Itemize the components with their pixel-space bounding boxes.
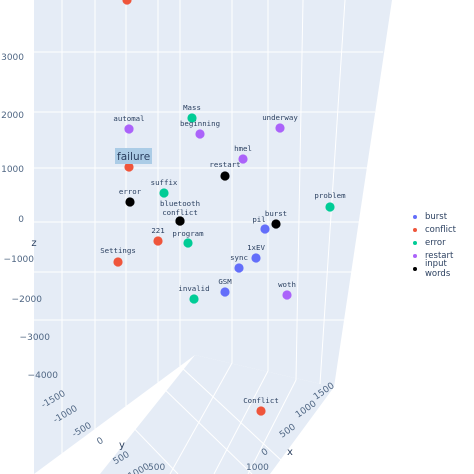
y-axis-title: y <box>119 440 125 451</box>
legend-label: restart <box>425 250 454 261</box>
right-wall <box>195 0 392 387</box>
point-label: Conflict <box>243 396 279 405</box>
legend-item-burst[interactable]: burst <box>410 210 474 223</box>
legend-label: conflict <box>425 224 456 235</box>
point-label: Settings <box>100 246 136 255</box>
data-point-error[interactable] <box>159 188 169 198</box>
legend-marker-icon <box>413 214 417 219</box>
point-label: 221 <box>151 226 164 235</box>
data-point-error[interactable] <box>183 238 193 248</box>
z-axis-title: z <box>31 238 36 249</box>
point-label: Mass <box>183 103 201 112</box>
point-label: invalid <box>178 284 209 293</box>
z-tick-label: −2000 <box>12 295 43 305</box>
point-label: automal <box>113 114 144 123</box>
left-wall <box>34 0 195 474</box>
point-label: GSM <box>218 277 232 286</box>
point-label: suffix <box>151 178 178 187</box>
point-label: 1xEV <box>247 243 265 252</box>
legend-item-error[interactable]: error <box>410 236 474 249</box>
legend-item-restart[interactable]: restart <box>410 249 474 262</box>
point-label: program <box>172 229 204 238</box>
data-point-restart[interactable] <box>195 129 205 139</box>
data-point-restart[interactable] <box>238 154 248 164</box>
hover-tooltip: failure <box>115 148 152 164</box>
x-tick-label: 0 <box>260 447 271 459</box>
floor-gridline <box>169 362 233 474</box>
data-point-error[interactable] <box>325 202 335 212</box>
data-point-error[interactable] <box>189 294 199 304</box>
z-tick-label: −1000 <box>4 255 35 265</box>
x-gridline <box>319 0 346 385</box>
hover-tooltip-text: failure <box>117 151 150 163</box>
legend-item-conflict[interactable]: conflict <box>410 223 474 236</box>
data-point-burst[interactable] <box>260 224 270 234</box>
point-label: bluetooth <box>160 199 200 208</box>
data-point-input-words[interactable] <box>125 197 135 207</box>
data-point-conflict[interactable] <box>122 0 132 5</box>
point-label: woth <box>278 280 296 289</box>
data-point-restart[interactable] <box>275 123 285 133</box>
z-tick-label: 1000 <box>1 165 24 175</box>
floor <box>100 355 334 474</box>
z-tick-label: −3000 <box>20 333 51 343</box>
legend-label: input words <box>424 258 451 279</box>
floor-gridline <box>157 382 253 474</box>
tick-label: 1000 <box>246 463 269 473</box>
point-label: conflict <box>162 208 198 217</box>
point-label: beginning <box>180 119 220 128</box>
y-tick-label: 0 <box>96 436 106 448</box>
legend: burst conflict error restart input words <box>410 210 474 279</box>
data-point-burst[interactable] <box>220 287 230 297</box>
data-point-burst[interactable] <box>234 263 244 273</box>
point-label: error <box>119 187 142 196</box>
x-axis-title: x <box>287 447 293 458</box>
legend-marker-icon <box>413 240 417 245</box>
point-label: hmel <box>234 144 252 153</box>
legend-marker-icon <box>413 266 417 271</box>
data-point-input-words[interactable] <box>271 219 281 229</box>
floor-gridline <box>213 370 269 474</box>
floor-gridline <box>179 365 297 474</box>
legend-item-input-words[interactable]: input words <box>410 259 474 279</box>
legend-marker-icon <box>413 227 417 232</box>
legend-label: error <box>425 237 446 248</box>
point-label: problem <box>314 191 346 200</box>
x-gridline <box>295 0 304 381</box>
legend-label: burst <box>425 211 448 222</box>
data-point-input-words[interactable] <box>175 216 185 226</box>
axis-ticks: 3000200010000−1000−2000−3000−4000-1500-1… <box>1 53 337 474</box>
point-label: sync <box>230 253 248 262</box>
point-label: restart <box>209 160 240 169</box>
z-tick-label: 0 <box>18 215 24 225</box>
legend-marker-icon <box>413 253 417 258</box>
data-point-restart[interactable] <box>282 290 292 300</box>
data-point-conflict[interactable] <box>153 236 163 246</box>
floor-gridline <box>125 419 179 474</box>
data-point-conflict[interactable] <box>124 162 134 172</box>
tick-label: 500 <box>148 463 165 473</box>
data-point-burst[interactable] <box>251 253 261 263</box>
point-label: pil <box>252 215 265 224</box>
data-point-conflict[interactable] <box>256 406 266 416</box>
z-tick-label: −4000 <box>28 371 59 381</box>
point-label: underway <box>262 113 298 122</box>
data-point-restart[interactable] <box>124 124 134 134</box>
z-tick-label: 3000 <box>1 53 24 63</box>
data-point-conflict[interactable] <box>113 257 123 267</box>
data-points <box>113 0 335 416</box>
point-label: burst <box>265 209 287 218</box>
z-tick-label: 2000 <box>1 111 24 121</box>
floor-gridline <box>247 379 297 474</box>
data-point-input-words[interactable] <box>220 171 230 181</box>
point-labels: Mass automal beginning underway hmel restart s… <box>100 103 346 405</box>
data-point-error[interactable] <box>187 113 197 123</box>
